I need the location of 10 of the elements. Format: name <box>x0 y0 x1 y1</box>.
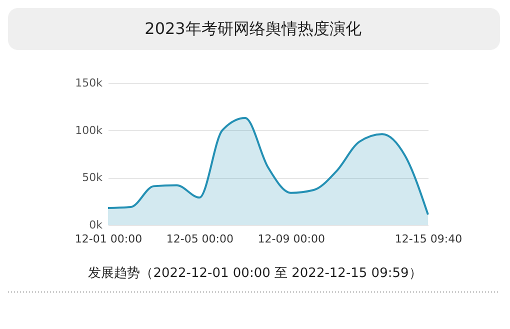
x-tick-label: 12-01 00:00 <box>74 232 142 246</box>
y-tick-label: 100k <box>75 124 104 137</box>
x-tick-label: 12-05 00:00 <box>166 232 234 246</box>
x-tick-label: 12-09 00:00 <box>258 232 325 246</box>
chart-title: 2023年考研网络舆情热度演化 <box>144 19 362 38</box>
y-tick-label: 50k <box>82 171 104 184</box>
y-tick-label: 0k <box>89 218 104 232</box>
text: 发展趋势（2022-12-01 00:00 至 2022-12-15 09:59） <box>88 266 422 281</box>
x-tick-label: 12-15 09:40 <box>394 232 462 246</box>
y-tick-label: 150k <box>75 76 104 90</box>
